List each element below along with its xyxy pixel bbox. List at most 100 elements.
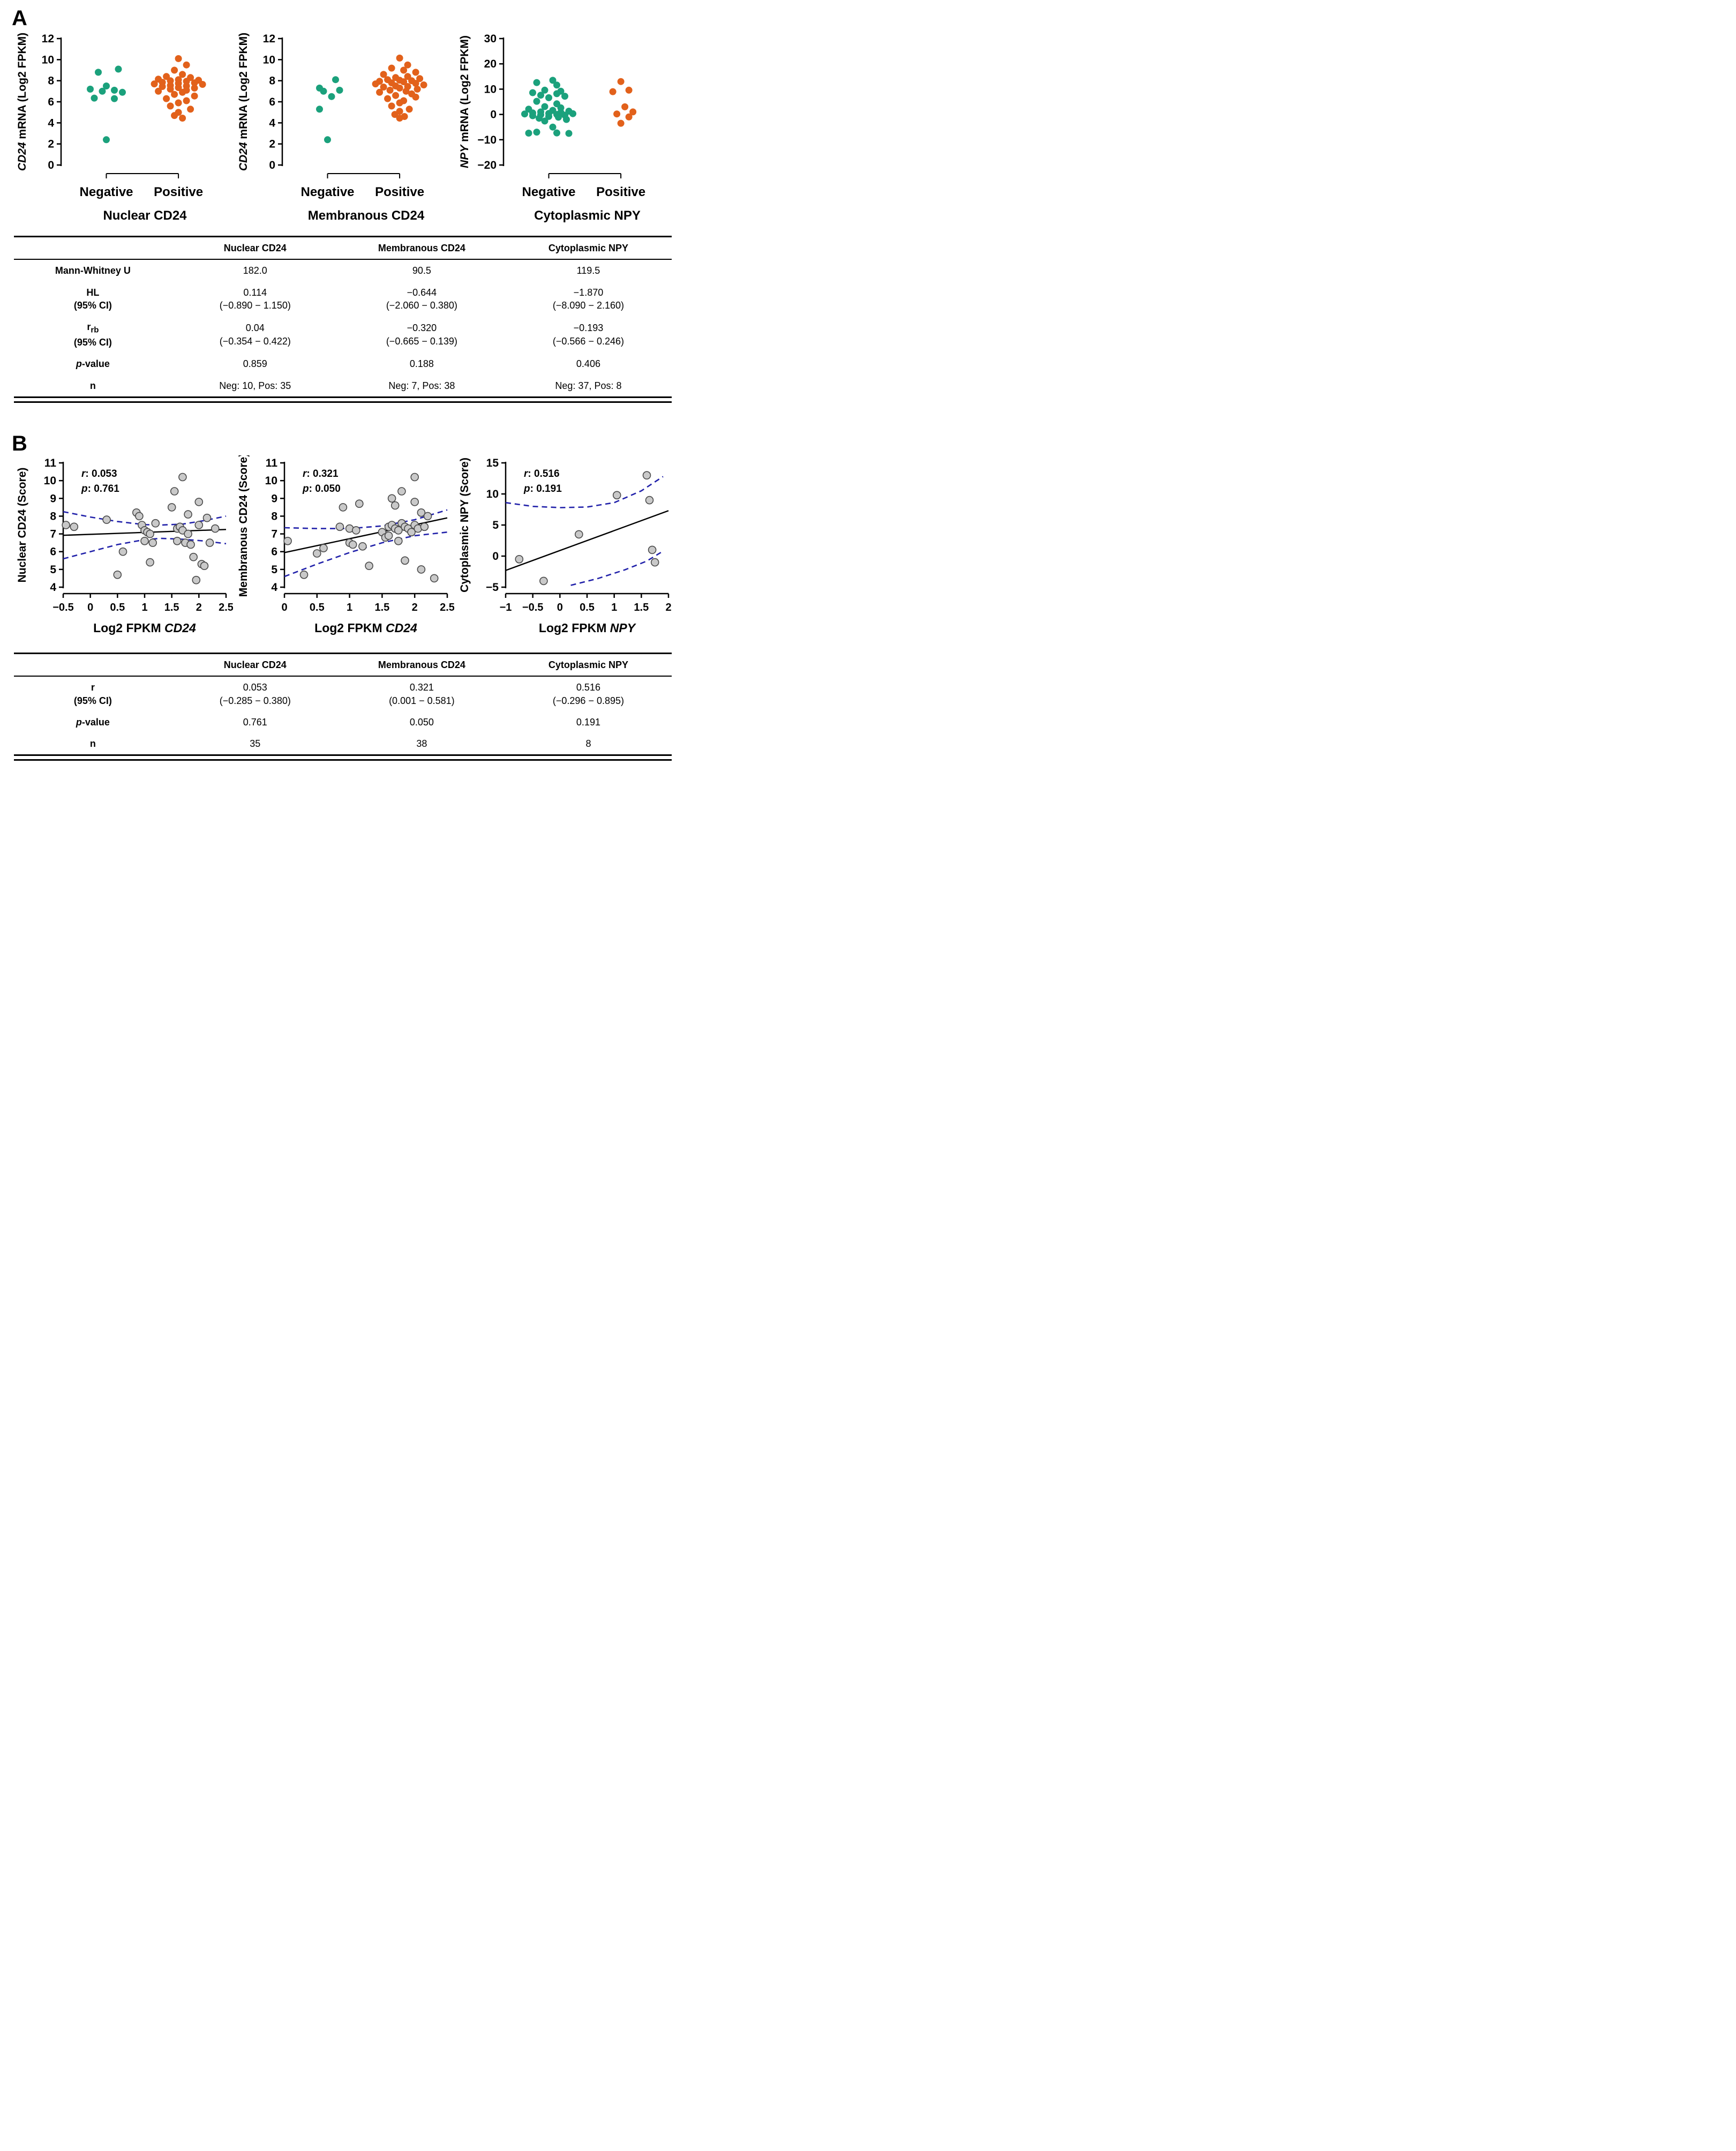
svg-text:30: 30 <box>484 33 497 45</box>
svg-text:−0.5: −0.5 <box>52 602 73 613</box>
table-cell: 182.0 <box>243 265 267 276</box>
svg-text:Negative: Negative <box>300 185 354 199</box>
svg-text:11: 11 <box>266 457 278 469</box>
strip-plot-cytoplasmic-npy: −20 −10 0 10 20 30 NPY mRNA (Log2 FPKM) Negativ… <box>459 33 645 223</box>
scatter-cytoplasmic-npy: −5 0 5 10 15 Cytoplasmic NPY (Score) −1 −0.5 0 0.… <box>459 457 672 635</box>
svg-text:2: 2 <box>48 138 54 151</box>
table-cell: Neg: 7, Pos: 38 <box>388 380 455 391</box>
svg-text:p: 0.761: p: 0.761 <box>81 483 119 494</box>
table-cell: 0.321 (0.001 − 0.581) <box>389 682 455 706</box>
svg-text:7: 7 <box>50 528 56 540</box>
svg-text:Membranous CD24: Membranous CD24 <box>308 208 425 223</box>
scatter-membranous-cd24: 4 5 6 7 8 9 10 11 Membranous CD24 (Score) 0 0.5 1 1.… <box>237 455 454 635</box>
table-cell: 35 <box>250 738 261 750</box>
svg-text:8: 8 <box>271 510 277 522</box>
negative-points <box>521 77 576 137</box>
svg-text:2.5: 2.5 <box>440 602 454 613</box>
panel-b-charts: 4 5 6 7 8 9 10 11 Nuclear CD24 (Score) −0.5 0 0.5 1 1… <box>12 455 674 642</box>
svg-text:2: 2 <box>196 602 202 613</box>
scatter-points <box>62 473 220 584</box>
svg-text:Nuclear CD24: Nuclear CD24 <box>103 208 187 223</box>
panel-a-stats-table-wrap: Nuclear CD24 Membranous CD24 Cytoplasmic N… <box>14 236 672 403</box>
chart-scatter-membranous-cd24: 4 5 6 7 8 9 10 11 Membranous CD24 (Score) 0 0.5 1 1.… <box>233 455 454 642</box>
table-cell: −0.193 (−0.566 − 0.246) <box>552 323 624 347</box>
column-header: Membranous CD24 <box>338 236 505 260</box>
svg-text:1.5: 1.5 <box>634 602 649 613</box>
positive-points <box>372 54 427 122</box>
table-row: n Neg: 10, Pos: 35 Neg: 7, Pos: 38 Neg: 37,… <box>14 375 672 398</box>
svg-text:12: 12 <box>263 33 275 45</box>
svg-text:CD24 mRNA (Log2 FPKM): CD24 mRNA (Log2 FPKM) <box>237 33 250 171</box>
svg-text:11: 11 <box>44 457 57 469</box>
svg-text:−10: −10 <box>477 134 497 146</box>
svg-text:4: 4 <box>48 117 54 129</box>
panel-b-label: B <box>12 431 27 455</box>
svg-text:Negative: Negative <box>79 185 133 199</box>
regression-line <box>284 517 448 553</box>
column-header: Membranous CD24 <box>338 653 505 677</box>
column-header: Nuclear CD24 <box>171 236 339 260</box>
svg-text:Positive: Positive <box>154 185 203 199</box>
svg-text:−5: −5 <box>486 581 499 594</box>
panel-b: B 4 5 6 7 8 9 10 11 Nuclear CD24 (Score) −0.5 0 0.5… <box>0 425 686 761</box>
svg-text:2: 2 <box>665 602 671 613</box>
scatter-points <box>283 473 439 583</box>
svg-text:Cytoplasmic NPY: Cytoplasmic NPY <box>534 208 641 223</box>
svg-text:1.5: 1.5 <box>374 602 389 613</box>
svg-text:6: 6 <box>269 96 275 108</box>
svg-text:6: 6 <box>271 546 277 558</box>
panel-a-charts: 0 2 4 6 8 10 12 CD24 mRNA (Log2 FPKM) Negative Po… <box>12 30 674 225</box>
scatter-nuclear-cd24: 4 5 6 7 8 9 10 11 Nuclear CD24 (Score) −0.5 0 0.5 1 1… <box>16 457 233 635</box>
svg-text:12: 12 <box>42 33 54 45</box>
svg-text:2: 2 <box>269 138 275 151</box>
table-cell: 0.191 <box>576 716 600 728</box>
panel-b-table-container: Nuclear CD24 Membranous CD24 Cytoplasmic N… <box>12 652 674 761</box>
column-header: Cytoplasmic NPY <box>505 236 672 260</box>
chart-strip-nuclear-cd24: 0 2 4 6 8 10 12 CD24 mRNA (Log2 FPKM) Negative Po… <box>12 30 233 225</box>
svg-text:p: 0.191: p: 0.191 <box>523 483 562 494</box>
svg-text:10: 10 <box>484 83 497 95</box>
svg-text:Cytoplasmic NPY (Score): Cytoplasmic NPY (Score) <box>459 458 471 593</box>
table-cell: 119.5 <box>576 265 600 276</box>
svg-text:0.5: 0.5 <box>310 602 325 613</box>
ci-upper-curve <box>284 509 448 529</box>
svg-text:0.5: 0.5 <box>110 602 125 613</box>
svg-text:0: 0 <box>490 109 497 121</box>
svg-text:0: 0 <box>492 550 499 563</box>
svg-text:8: 8 <box>50 510 56 522</box>
table-cell: −0.320 (−0.665 − 0.139) <box>386 323 457 347</box>
chart-scatter-nuclear-cd24: 4 5 6 7 8 9 10 11 Nuclear CD24 (Score) −0.5 0 0.5 1 1… <box>12 455 233 642</box>
svg-text:p: 0.050: p: 0.050 <box>302 483 341 494</box>
svg-text:Positive: Positive <box>596 185 645 199</box>
row-label: p-value <box>76 358 110 370</box>
svg-text:4: 4 <box>269 117 275 129</box>
table-cell: 0.114 (−0.890 − 1.150) <box>219 287 291 311</box>
svg-text:r: 0.321: r: 0.321 <box>303 468 339 479</box>
svg-text:−1: −1 <box>500 602 512 613</box>
table-header-row: Nuclear CD24 Membranous CD24 Cytoplasmic N… <box>14 236 672 260</box>
scatter-points <box>515 471 659 586</box>
table-cell: 0.050 <box>409 716 434 728</box>
row-label: r (95% CI) <box>73 682 112 706</box>
panel-a: A 0 2 4 6 8 10 12 CD24 mRNA (Log2 FPKM) Negative… <box>0 0 686 403</box>
panel-b-stats-table-wrap: Nuclear CD24 Membranous CD24 Cytoplasmic N… <box>14 652 672 761</box>
table-cell: Neg: 10, Pos: 35 <box>219 380 291 391</box>
panel-b-stats-table: Nuclear CD24 Membranous CD24 Cytoplasmic N… <box>14 652 672 756</box>
svg-text:Log2 FPKM NPY: Log2 FPKM NPY <box>539 621 637 635</box>
svg-text:0: 0 <box>269 159 275 171</box>
row-label: n <box>89 738 96 750</box>
panel-a-label: A <box>12 6 27 30</box>
table-cell: 90.5 <box>412 265 431 276</box>
row-label: n <box>89 380 96 391</box>
svg-text:5: 5 <box>271 564 277 576</box>
column-header <box>14 236 172 260</box>
svg-text:10: 10 <box>42 54 54 66</box>
svg-text:9: 9 <box>271 492 277 505</box>
ci-upper-curve <box>63 511 227 526</box>
strip-plot-nuclear-cd24: 0 2 4 6 8 10 12 CD24 mRNA (Log2 FPKM) Negative Po… <box>16 33 206 223</box>
chart-scatter-cytoplasmic-npy: −5 0 5 10 15 Cytoplasmic NPY (Score) −1 −0.5 0 0.… <box>454 455 675 642</box>
positive-points <box>609 78 637 127</box>
table-row: p-value 0.859 0.188 0.406 <box>14 353 672 374</box>
table-row: Mann-Whitney U 182.0 90.5 119.5 <box>14 259 672 281</box>
column-header: Nuclear CD24 <box>171 653 339 677</box>
